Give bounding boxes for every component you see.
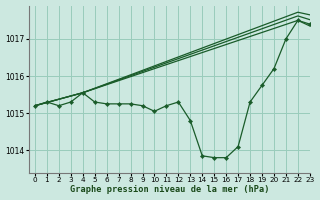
X-axis label: Graphe pression niveau de la mer (hPa): Graphe pression niveau de la mer (hPa) [70, 185, 269, 194]
